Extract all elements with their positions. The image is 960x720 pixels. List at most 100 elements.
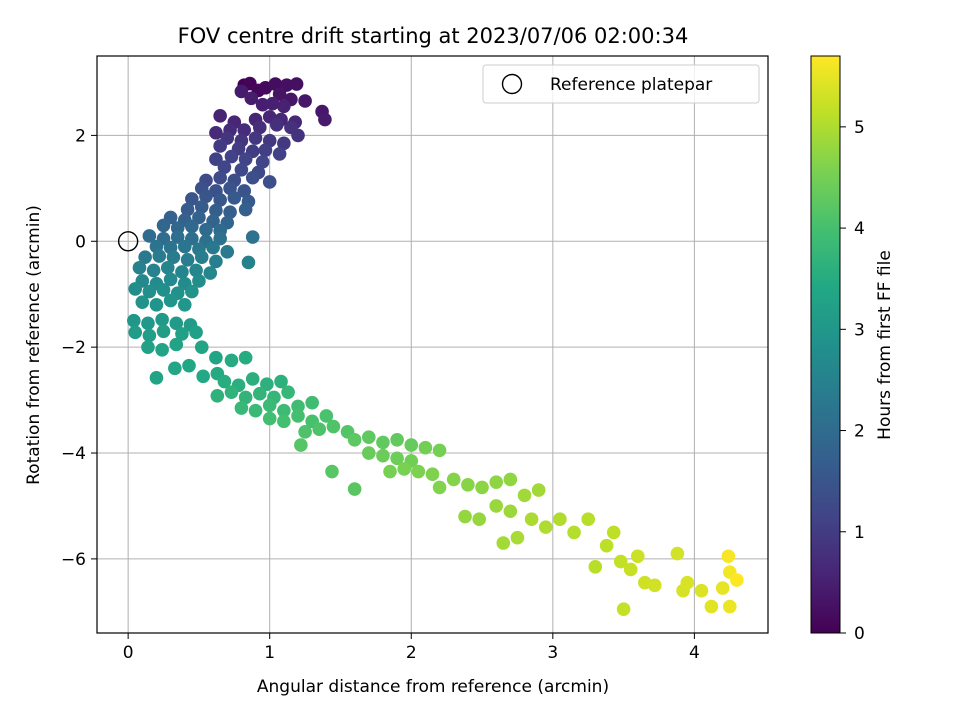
scatter-point xyxy=(180,253,195,267)
scatter-point xyxy=(252,120,267,135)
scatter-point xyxy=(613,554,628,569)
scatter-point xyxy=(175,265,189,279)
scatter-point xyxy=(446,472,461,487)
scatter-point xyxy=(312,422,327,436)
scatter-point xyxy=(224,149,239,164)
scatter-point xyxy=(213,109,227,123)
scatter-point xyxy=(182,358,196,373)
scatter-point xyxy=(277,414,291,429)
scatter-point xyxy=(298,94,312,108)
scatter-point xyxy=(623,562,638,577)
scatter-point xyxy=(599,538,614,553)
x-tick-label: 3 xyxy=(547,643,558,663)
colorbar-ticks: 0 1 2 3 4 5 xyxy=(840,118,865,644)
scatter-point xyxy=(168,361,182,376)
scatter-point xyxy=(156,218,171,233)
scatter-point xyxy=(160,260,175,275)
y-tick-label: −6 xyxy=(61,550,86,570)
scatter-point xyxy=(305,395,319,410)
scatter-point xyxy=(237,123,252,137)
scatter-point xyxy=(234,401,249,415)
scatter-point xyxy=(289,77,304,91)
scatter-point xyxy=(567,525,581,540)
y-tick-label: 2 xyxy=(75,126,86,146)
scatter-point xyxy=(361,430,376,444)
scatter-point xyxy=(149,371,164,385)
scatter-point xyxy=(185,219,199,234)
chart-title: FOV centre drift starting at 2023/07/06 … xyxy=(178,24,689,48)
scatter-point xyxy=(245,372,260,386)
scatter-point xyxy=(647,578,662,593)
scatter-point xyxy=(272,147,287,161)
scatter-point xyxy=(238,202,253,217)
scatter-point xyxy=(489,499,504,513)
scatter-point xyxy=(132,260,147,275)
scatter-point xyxy=(210,389,225,403)
scatter-point xyxy=(234,163,249,177)
scatter-point xyxy=(503,472,518,487)
scatter-point xyxy=(252,386,267,401)
scatter-point xyxy=(458,509,472,524)
scatter-point xyxy=(291,399,305,414)
scatter-point xyxy=(156,283,171,297)
scatter-point xyxy=(432,443,447,458)
scatter-point xyxy=(581,512,596,526)
scatter-point xyxy=(397,462,411,476)
scatter-point xyxy=(606,525,621,540)
scatter-point xyxy=(383,464,397,479)
scatter-point xyxy=(213,170,227,185)
scatter-point xyxy=(390,432,404,447)
scatter-point xyxy=(277,99,291,114)
scatter-point xyxy=(272,87,287,101)
data-points xyxy=(127,76,744,616)
scatter-point xyxy=(376,448,390,463)
scatter-point xyxy=(670,546,685,561)
scatter-point xyxy=(274,374,288,389)
scatter-point xyxy=(258,143,273,158)
scatter-point xyxy=(245,230,260,244)
scatter-point xyxy=(715,581,730,595)
scatter-point xyxy=(291,409,305,423)
colorbar-label: Hours from first FF file xyxy=(875,250,895,440)
scatter-point xyxy=(553,512,567,526)
scatter-point xyxy=(155,342,169,357)
colorbar-tick-label: 4 xyxy=(854,219,865,239)
scatter-point xyxy=(294,438,308,452)
scatter-point xyxy=(255,155,270,169)
scatter-point xyxy=(680,575,695,590)
scatter-point xyxy=(281,385,295,399)
scatter-point xyxy=(209,350,223,365)
legend-box xyxy=(482,64,760,104)
scatter-point xyxy=(223,205,237,219)
scatter-point xyxy=(227,191,242,205)
scatter-point xyxy=(238,350,253,365)
colorbar xyxy=(810,55,841,634)
scatter-point xyxy=(217,374,232,389)
scatter-point xyxy=(630,549,645,564)
scatter-point xyxy=(194,200,209,214)
scatter-point xyxy=(277,136,291,151)
scatter-point xyxy=(432,480,447,495)
scatter-point xyxy=(189,263,203,278)
scatter-point xyxy=(265,96,280,111)
scatter-point xyxy=(475,480,489,495)
scatter-point xyxy=(245,170,260,185)
scatter-point xyxy=(189,325,203,340)
scatter-point xyxy=(149,297,164,312)
x-tick-label: 1 xyxy=(264,643,275,663)
scatter-point xyxy=(194,340,209,354)
scatter-point xyxy=(146,263,161,278)
scatter-point xyxy=(588,560,603,574)
scatter-point xyxy=(142,328,157,343)
y-axis-label: Rotation from reference (arcmin) xyxy=(24,205,44,485)
scatter-point xyxy=(237,184,252,198)
y-tick-label: −4 xyxy=(61,444,86,464)
scatter-point xyxy=(496,536,511,550)
scatter-point xyxy=(217,160,232,174)
scatter-point xyxy=(213,193,227,207)
scatter-point xyxy=(326,419,341,434)
scatter-point xyxy=(472,512,487,526)
legend: Reference platepar xyxy=(482,64,760,104)
scatter-point xyxy=(135,295,150,309)
